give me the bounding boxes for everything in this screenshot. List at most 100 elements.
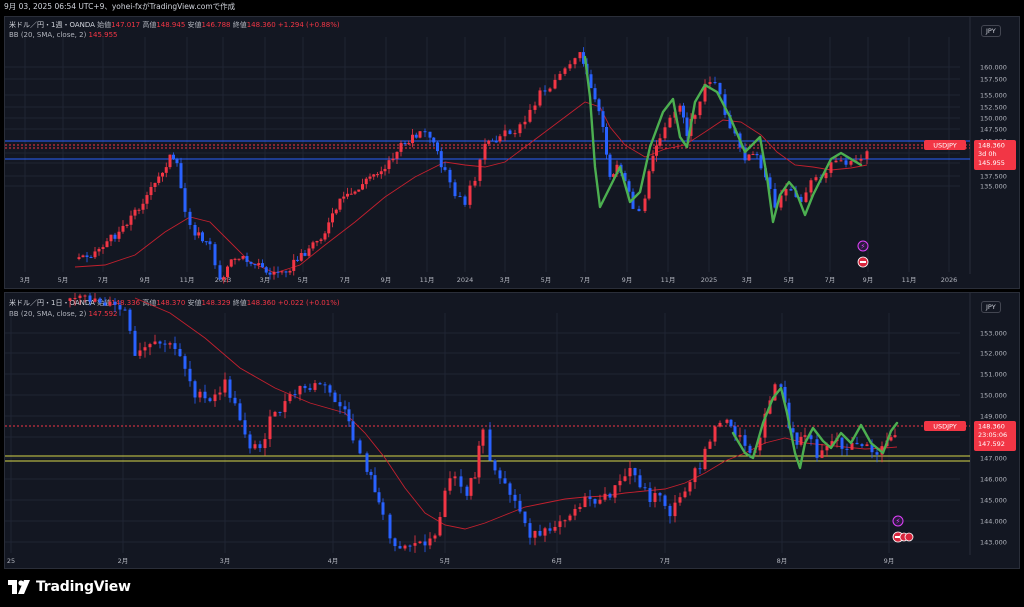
candle-body[interactable]: [688, 482, 692, 492]
candle-body[interactable]: [759, 155, 763, 169]
candle-body[interactable]: [218, 265, 222, 280]
candle-body[interactable]: [172, 154, 175, 159]
candle-body[interactable]: [68, 298, 72, 301]
candle-body[interactable]: [787, 402, 791, 429]
candle-body[interactable]: [448, 478, 452, 491]
candle-body[interactable]: [653, 493, 657, 502]
candle-body[interactable]: [703, 448, 707, 470]
candle-body[interactable]: [543, 528, 547, 536]
candle-body[interactable]: [658, 493, 662, 496]
candle-body[interactable]: [799, 436, 803, 445]
candle-body[interactable]: [78, 295, 82, 298]
candle-body[interactable]: [839, 160, 843, 162]
currency-badge[interactable]: JPY: [981, 301, 1001, 313]
candle-body[interactable]: [372, 174, 376, 177]
candle-body[interactable]: [413, 543, 417, 546]
candle-body[interactable]: [518, 124, 522, 134]
candle-body[interactable]: [663, 495, 667, 506]
candle-body[interactable]: [418, 541, 422, 544]
candle-body[interactable]: [728, 114, 732, 129]
candle-body[interactable]: [773, 188, 777, 208]
candle-body[interactable]: [204, 241, 208, 243]
candle-body[interactable]: [173, 343, 177, 349]
lightning-event-icon[interactable]: [857, 240, 869, 252]
candle-body[interactable]: [237, 258, 241, 260]
candle-body[interactable]: [133, 209, 137, 216]
candle-body[interactable]: [488, 429, 492, 461]
candle-body[interactable]: [498, 470, 502, 479]
candle-body[interactable]: [253, 263, 257, 266]
candle-body[interactable]: [288, 394, 292, 402]
candle-body[interactable]: [298, 385, 302, 395]
candle-body[interactable]: [783, 386, 787, 403]
candle-body[interactable]: [523, 511, 527, 524]
candle-body[interactable]: [588, 496, 592, 499]
candle-body[interactable]: [543, 90, 547, 92]
candle-body[interactable]: [333, 392, 337, 403]
candle-body[interactable]: [623, 173, 627, 182]
candle-body[interactable]: [608, 154, 612, 177]
candle-body[interactable]: [673, 502, 677, 517]
candle-body[interactable]: [443, 490, 447, 517]
candle-body[interactable]: [233, 397, 237, 404]
candle-body[interactable]: [573, 508, 577, 516]
candle-body[interactable]: [613, 485, 617, 498]
candle-body[interactable]: [513, 494, 517, 501]
candle-body[interactable]: [228, 379, 232, 398]
candle-body[interactable]: [193, 225, 197, 236]
candle-body[interactable]: [834, 160, 838, 163]
candle-body[interactable]: [178, 348, 182, 357]
candle-body[interactable]: [875, 452, 879, 455]
candle-body[interactable]: [365, 453, 369, 472]
candle-body[interactable]: [840, 437, 844, 449]
candle-body[interactable]: [436, 142, 439, 152]
candle-body[interactable]: [825, 445, 829, 451]
candle-body[interactable]: [183, 188, 187, 212]
candle-body[interactable]: [201, 232, 204, 242]
candle-body[interactable]: [248, 434, 252, 449]
candle-body[interactable]: [193, 381, 197, 398]
candle-body[interactable]: [296, 259, 299, 261]
candle-body[interactable]: [698, 468, 702, 470]
candle-body[interactable]: [633, 468, 637, 476]
candle-body[interactable]: [469, 478, 473, 496]
candle-body[interactable]: [121, 225, 125, 232]
candle-body[interactable]: [508, 130, 512, 134]
candle-body[interactable]: [538, 90, 542, 106]
candle-body[interactable]: [188, 368, 192, 382]
candle-body[interactable]: [494, 141, 498, 143]
candle-body[interactable]: [113, 234, 117, 239]
candle-body[interactable]: [513, 133, 517, 135]
candle-body[interactable]: [638, 475, 642, 488]
candle-body[interactable]: [528, 523, 532, 538]
lightning-event-icon[interactable]: [892, 515, 904, 527]
candle-body[interactable]: [137, 209, 141, 211]
bb-indicator-legend[interactable]: BB (20, SMA, close, 2) 145.955: [9, 31, 118, 39]
candle-body[interactable]: [723, 94, 727, 115]
candle-body[interactable]: [197, 232, 201, 236]
candle-body[interactable]: [855, 442, 859, 445]
candle-body[interactable]: [738, 435, 742, 437]
candle-body[interactable]: [373, 475, 377, 493]
candle-body[interactable]: [403, 545, 407, 549]
candle-body[interactable]: [791, 428, 795, 433]
candle-body[interactable]: [428, 131, 432, 138]
candle-body[interactable]: [109, 234, 113, 242]
candle-body[interactable]: [105, 241, 109, 248]
candle-body[interactable]: [411, 134, 414, 144]
candle-body[interactable]: [264, 267, 268, 273]
candle-body[interactable]: [311, 242, 315, 249]
candle-body[interactable]: [249, 261, 253, 264]
candle-body[interactable]: [583, 496, 587, 508]
candle-body[interactable]: [168, 154, 172, 168]
candle-body[interactable]: [88, 295, 92, 302]
candle-body[interactable]: [870, 444, 874, 453]
candle-body[interactable]: [439, 151, 443, 168]
candle-body[interactable]: [643, 198, 647, 212]
candle-body[interactable]: [157, 176, 161, 183]
candle-body[interactable]: [865, 444, 869, 447]
candle-body[interactable]: [518, 500, 522, 512]
candle-body[interactable]: [364, 178, 368, 185]
candle-body[interactable]: [377, 492, 381, 503]
candle-body[interactable]: [307, 248, 311, 256]
